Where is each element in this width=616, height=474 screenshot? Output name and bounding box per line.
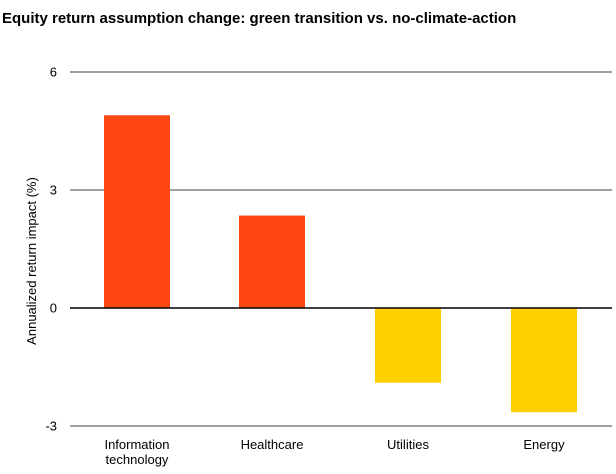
y-axis-title: Annualized return impact (%) [24, 177, 39, 345]
y-tick-label: -3 [45, 419, 57, 434]
y-tick-label: 3 [50, 183, 57, 198]
category-label: Information technology [104, 437, 169, 467]
bar [511, 308, 577, 413]
category-label: Energy [523, 437, 565, 452]
bar [375, 308, 441, 383]
bars [104, 115, 577, 413]
bar [239, 215, 305, 308]
y-tick-labels: 6 3 0 -3 [45, 65, 57, 434]
y-tick-label: 6 [50, 65, 57, 80]
category-label: Utilities [387, 437, 429, 452]
category-label: Healthcare [241, 437, 304, 452]
bar [104, 115, 170, 309]
chart-title: Equity return assumption change: green t… [2, 10, 517, 27]
y-tick-label: 0 [50, 301, 57, 316]
category-labels: Information technology Healthcare Utilities… [104, 437, 565, 467]
